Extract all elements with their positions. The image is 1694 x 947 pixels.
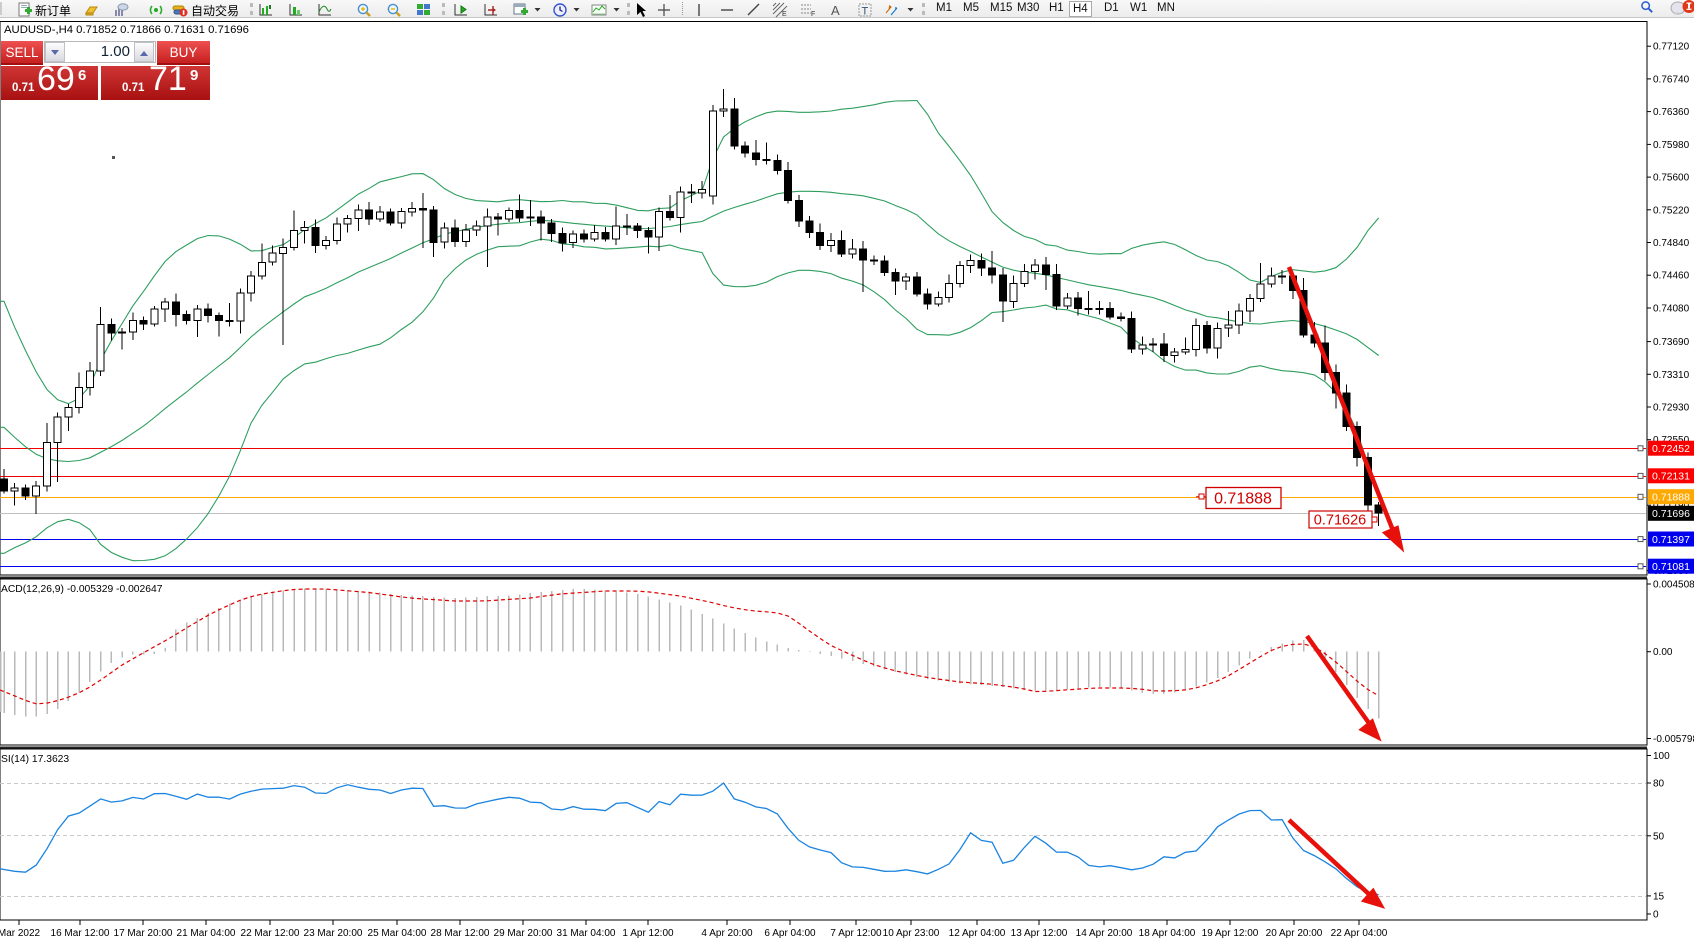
svg-text:29 Mar 20:00: 29 Mar 20:00 [494, 928, 553, 939]
svg-text:0: 0 [1653, 910, 1659, 921]
svg-text:E: E [782, 11, 787, 18]
svg-text:0.73310: 0.73310 [1653, 370, 1690, 381]
svg-text:23 Mar 20:00: 23 Mar 20:00 [304, 928, 363, 939]
svg-text:0.71626: 0.71626 [1314, 513, 1366, 529]
svg-text:100: 100 [1653, 751, 1670, 762]
svg-text:0.75220: 0.75220 [1653, 205, 1690, 216]
svg-text:7 Apr 12:00: 7 Apr 12:00 [830, 928, 882, 939]
svg-text:14 Apr 20:00: 14 Apr 20:00 [1076, 928, 1133, 939]
svg-text:0.74840: 0.74840 [1653, 238, 1690, 249]
svg-text:0.73690: 0.73690 [1653, 337, 1690, 348]
svg-text:22 Apr 04:00: 22 Apr 04:00 [1331, 928, 1388, 939]
svg-text:Mar 2022: Mar 2022 [0, 928, 41, 939]
svg-text:0.71888: 0.71888 [1214, 491, 1272, 508]
svg-text:SI(14) 17.3623: SI(14) 17.3623 [1, 754, 69, 765]
svg-text:13 Apr 12:00: 13 Apr 12:00 [1011, 928, 1068, 939]
svg-text:0.75600: 0.75600 [1653, 173, 1690, 184]
svg-text:22 Mar 12:00: 22 Mar 12:00 [241, 928, 300, 939]
svg-text:0.004508: 0.004508 [1653, 580, 1694, 591]
svg-text:0.71888: 0.71888 [1652, 492, 1690, 504]
svg-text:A: A [831, 3, 840, 18]
svg-text:12 Apr 04:00: 12 Apr 04:00 [949, 928, 1006, 939]
svg-text:20 Apr 20:00: 20 Apr 20:00 [1266, 928, 1323, 939]
svg-text:0.74460: 0.74460 [1653, 271, 1690, 282]
svg-text:0.72452: 0.72452 [1652, 443, 1690, 455]
svg-text:15: 15 [1653, 891, 1665, 902]
svg-text:F: F [811, 11, 815, 18]
svg-text:0.76740: 0.76740 [1653, 74, 1690, 85]
svg-text:16 Mar 12:00: 16 Mar 12:00 [51, 928, 110, 939]
svg-text:ACD(12,26,9) -0.005329 -0.0026: ACD(12,26,9) -0.005329 -0.002647 [1, 584, 163, 595]
svg-text:0.77120: 0.77120 [1653, 42, 1690, 53]
svg-text:0.74080: 0.74080 [1653, 304, 1690, 315]
svg-text:25 Mar 04:00: 25 Mar 04:00 [368, 928, 427, 939]
svg-text:17 Mar 20:00: 17 Mar 20:00 [114, 928, 173, 939]
svg-text:0.76360: 0.76360 [1653, 107, 1690, 118]
svg-text:1 Apr 12:00: 1 Apr 12:00 [622, 928, 674, 939]
svg-text:0.75980: 0.75980 [1653, 140, 1690, 151]
svg-text:18 Apr 04:00: 18 Apr 04:00 [1139, 928, 1196, 939]
svg-text:21 Mar 04:00: 21 Mar 04:00 [177, 928, 236, 939]
svg-text:0.71696: 0.71696 [1652, 508, 1690, 520]
svg-text:19 Apr 12:00: 19 Apr 12:00 [1202, 928, 1259, 939]
svg-text:0.71081: 0.71081 [1652, 561, 1690, 573]
svg-text:6 Apr 04:00: 6 Apr 04:00 [764, 928, 816, 939]
svg-text:4 Apr 20:00: 4 Apr 20:00 [701, 928, 753, 939]
svg-text:28 Mar 12:00: 28 Mar 12:00 [431, 928, 490, 939]
svg-text:10 Apr 23:00: 10 Apr 23:00 [883, 928, 940, 939]
svg-text:-0.005798: -0.005798 [1653, 734, 1694, 745]
svg-text:0.72131: 0.72131 [1652, 471, 1690, 483]
svg-text:AUDUSD-,H4 0.71852 0.71866 0.: AUDUSD-,H4 0.71852 0.71866 0.71631 0.716… [4, 24, 249, 36]
svg-text:50: 50 [1653, 831, 1665, 842]
svg-text:31 Mar 04:00: 31 Mar 04:00 [557, 928, 616, 939]
svg-text:0.72930: 0.72930 [1653, 403, 1690, 414]
svg-text:0.00: 0.00 [1653, 647, 1673, 658]
svg-text:0.71397: 0.71397 [1652, 534, 1690, 546]
svg-text:80: 80 [1653, 779, 1665, 790]
svg-text:T: T [862, 6, 869, 18]
